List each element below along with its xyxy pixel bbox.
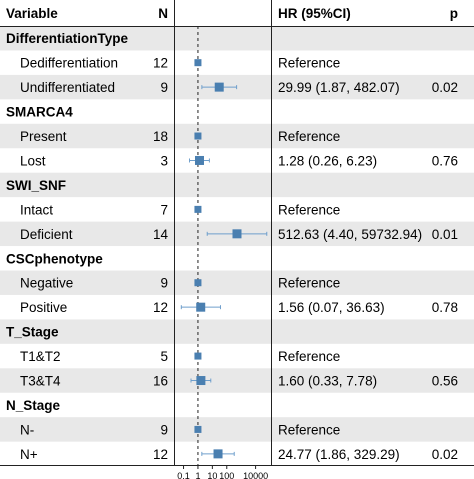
hr-marker	[194, 155, 204, 165]
row-stripe	[0, 417, 474, 442]
p-value: 0.02	[432, 80, 458, 95]
n-value: 5	[160, 349, 168, 364]
level-label: T3&T4	[20, 374, 61, 389]
hr-marker	[213, 449, 223, 459]
hr-marker	[194, 205, 202, 213]
level-label: Dedifferentiation	[20, 56, 118, 71]
level-label: Intact	[20, 202, 53, 217]
hr-ci-text: 512.63 (4.40, 59732.94)	[278, 227, 422, 242]
group-label: SMARCA4	[6, 105, 73, 120]
x-axis: 0.1 1 10 100 10000	[177, 466, 268, 479]
hr-ci-text: 1.56 (0.07, 36.63)	[278, 300, 385, 315]
hr-ci-text: 1.60 (0.33, 7.78)	[278, 374, 377, 389]
hr-marker	[194, 132, 202, 140]
n-value: 12	[153, 447, 168, 462]
n-value: 12	[153, 300, 168, 315]
row-stripe	[0, 123, 474, 149]
hr-marker	[194, 279, 202, 287]
x-tick-label: 10000	[243, 471, 268, 479]
row-stripe	[0, 172, 474, 198]
hr-ci-text: Reference	[278, 276, 340, 291]
n-value: 16	[153, 374, 168, 389]
n-value: 7	[160, 202, 168, 217]
p-value: 0.01	[432, 227, 458, 242]
hr-ci-text: Reference	[278, 129, 340, 144]
hr-marker	[194, 59, 202, 67]
n-value: 12	[153, 56, 168, 71]
p-value: 0.02	[432, 447, 458, 462]
group-label: T_Stage	[6, 325, 59, 340]
header-variable: Variable	[6, 6, 58, 21]
hr-marker	[194, 352, 202, 360]
hr-ci-text: 29.99 (1.87, 482.07)	[278, 80, 400, 95]
level-label: Present	[20, 129, 67, 144]
header-hr: HR (95%CI)	[278, 6, 351, 21]
n-value: 18	[153, 129, 168, 144]
x-tick-label: 10	[207, 471, 217, 479]
group-label: N_Stage	[6, 398, 61, 413]
hr-ci-text: Reference	[278, 56, 340, 71]
table-rows: DifferentiationType Dedifferentiation 12 Re…	[6, 31, 458, 462]
group-label: SWI_SNF	[6, 178, 66, 193]
x-tick-label: 1	[195, 471, 200, 479]
hr-ci-text: 24.77 (1.86, 329.29)	[278, 447, 400, 462]
hr-ci-text: 1.28 (0.26, 6.23)	[278, 153, 377, 168]
forest-marks	[180, 26, 268, 466]
p-value: 0.56	[432, 374, 458, 389]
level-label: Negative	[20, 276, 73, 291]
level-label: Undifferentiated	[20, 80, 115, 95]
x-tick-label: 100	[219, 471, 234, 479]
table-header: Variable N HR (95%CI) p	[6, 6, 458, 21]
level-label: Lost	[20, 153, 46, 168]
row-stripe	[0, 270, 474, 295]
n-value: 3	[160, 153, 168, 168]
n-value: 14	[153, 227, 169, 242]
level-label: T1&T2	[20, 349, 61, 364]
x-tick-label: 0.1	[177, 471, 190, 479]
hr-marker	[194, 425, 202, 433]
p-value: 0.76	[432, 153, 458, 168]
hr-marker	[232, 229, 242, 239]
header-p: p	[450, 6, 458, 21]
group-label: CSCphenotype	[6, 251, 103, 266]
hr-ci-text: Reference	[278, 422, 340, 437]
level-label: Deficient	[20, 227, 73, 242]
n-value: 9	[160, 80, 168, 95]
row-stripe	[0, 368, 474, 393]
hr-ci-text: Reference	[278, 202, 340, 217]
hr-ci-text: Reference	[278, 349, 340, 364]
p-value: 0.78	[432, 300, 458, 315]
level-label: N+	[20, 447, 38, 462]
level-label: N-	[20, 422, 34, 437]
group-label: DifferentiationType	[6, 31, 128, 46]
level-label: Positive	[20, 300, 67, 315]
hr-marker	[196, 302, 206, 312]
n-value: 9	[160, 276, 168, 291]
header-n: N	[158, 6, 168, 21]
hr-marker	[196, 376, 206, 386]
row-stripe	[0, 319, 474, 344]
row-stripe	[0, 26, 474, 51]
hr-marker	[214, 82, 224, 92]
n-value: 9	[160, 422, 168, 437]
